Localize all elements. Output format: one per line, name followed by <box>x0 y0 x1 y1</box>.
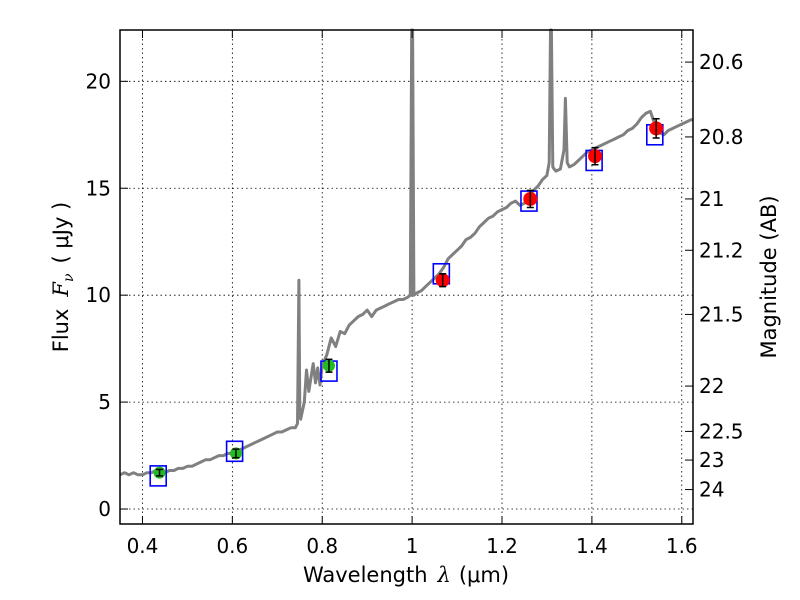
plot-frame <box>119 29 694 525</box>
y2-tick-label: 22 <box>699 374 724 398</box>
y2-tick-label: 21.2 <box>699 238 744 262</box>
x-axis-label-symbol: λ <box>437 563 451 587</box>
y-tick-label: 15 <box>86 176 111 200</box>
model-photometry-markers <box>149 123 664 487</box>
y-tick-label: 5 <box>98 390 111 414</box>
y-tick-label: 20 <box>86 69 111 93</box>
observed-photometry-markers <box>153 117 664 479</box>
y2-tick-label: 23 <box>699 448 724 472</box>
x-tick-label: 1.2 <box>486 534 518 558</box>
x-tick-label: 0.4 <box>127 534 159 558</box>
x-tick-label: 1.6 <box>666 534 698 558</box>
y2-tick-label: 24 <box>699 478 724 502</box>
y2-tick-label: 21 <box>699 187 724 211</box>
axis-ticks: 0.4 0.6 0.8 1 1.2 1.4 1.6 0 5 10 15 20 20.6 20.8 21 21.… <box>86 30 744 558</box>
y2-axis-label: Magnitude (AB) <box>757 195 781 358</box>
x-tick-label: 0.8 <box>306 534 338 558</box>
y-axis-label-subscript: ν <box>61 273 77 282</box>
y2-tick-label: 21.5 <box>699 302 744 326</box>
y-axis-label-prefix: Flux <box>49 309 73 353</box>
y-axis-label-unit: ( μJy ) <box>49 202 73 264</box>
y2-tick-label: 22.5 <box>699 419 744 443</box>
y-axis-label: Flux Fν ( μJy ) <box>49 202 77 352</box>
y2-tick-label: 20.8 <box>699 125 744 149</box>
x-tick-label: 1 <box>406 534 419 558</box>
model-photometry-square <box>149 465 167 487</box>
y-tick-label: 10 <box>86 283 111 307</box>
x-axis-label-prefix: Wavelength <box>303 563 428 587</box>
y-axis-label-symbol: F <box>49 281 73 298</box>
plot-area <box>119 28 693 487</box>
x-tick-label: 1.4 <box>576 534 608 558</box>
x-axis-label-unit: (μm) <box>459 563 509 587</box>
x-tick-label: 0.6 <box>216 534 248 558</box>
model-photometry-square <box>225 440 244 463</box>
y-tick-label: 0 <box>98 497 111 521</box>
x-axis-label: Wavelength λ (μm) <box>303 563 509 587</box>
y2-tick-label: 20.6 <box>699 50 744 74</box>
